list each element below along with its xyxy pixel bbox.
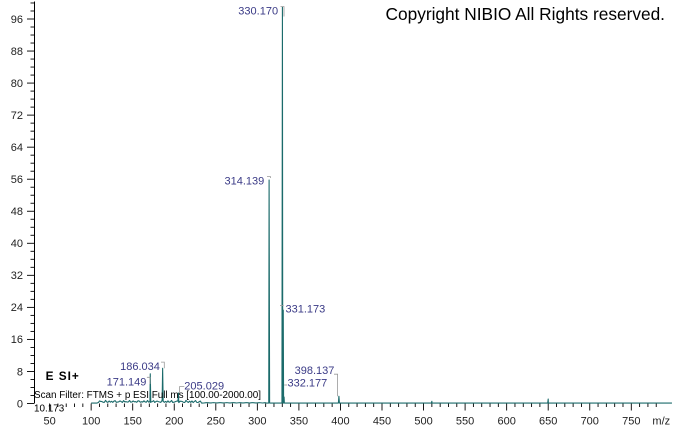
svg-text:331.173: 331.173 — [286, 304, 326, 316]
svg-text:50: 50 — [43, 416, 55, 428]
svg-text:450: 450 — [373, 416, 391, 428]
svg-text:96: 96 — [11, 14, 23, 26]
svg-text:E SI+: E SI+ — [46, 369, 80, 383]
svg-text:650: 650 — [539, 416, 557, 428]
svg-text:171.149: 171.149 — [107, 376, 147, 388]
svg-text:750: 750 — [622, 416, 640, 428]
svg-text:64: 64 — [11, 142, 23, 154]
svg-text:48: 48 — [11, 206, 23, 218]
svg-text:100: 100 — [82, 416, 100, 428]
svg-text:24: 24 — [11, 302, 23, 314]
svg-text:32: 32 — [11, 270, 23, 282]
svg-text:88: 88 — [11, 46, 23, 58]
svg-text:550: 550 — [456, 416, 474, 428]
svg-text:80: 80 — [11, 78, 23, 90]
svg-text:314.139: 314.139 — [225, 176, 265, 188]
svg-text:330.170: 330.170 — [238, 6, 278, 18]
svg-text:Scan Filter: FTMS + p ESI Full: Scan Filter: FTMS + p ESI Full ms [100.0… — [34, 390, 261, 401]
svg-text:700: 700 — [581, 416, 599, 428]
svg-text:186.034: 186.034 — [120, 361, 160, 373]
svg-text:0: 0 — [17, 398, 23, 410]
svg-text:72: 72 — [11, 110, 23, 122]
svg-text:Copyright NIBIO All Rights res: Copyright NIBIO All Rights reserved. — [386, 4, 666, 24]
svg-text:10.173: 10.173 — [34, 404, 65, 415]
svg-text:600: 600 — [497, 416, 515, 428]
svg-text:150: 150 — [124, 416, 142, 428]
svg-text:500: 500 — [414, 416, 432, 428]
svg-text:400: 400 — [331, 416, 349, 428]
svg-text:332.177: 332.177 — [288, 378, 328, 390]
svg-text:200: 200 — [165, 416, 183, 428]
svg-text:350: 350 — [290, 416, 308, 428]
svg-text:56: 56 — [11, 174, 23, 186]
svg-text:250: 250 — [207, 416, 225, 428]
svg-text:300: 300 — [248, 416, 266, 428]
svg-text:m/z: m/z — [652, 416, 670, 428]
svg-text:16: 16 — [11, 334, 23, 346]
svg-text:40: 40 — [11, 238, 23, 250]
svg-text:8: 8 — [17, 366, 23, 378]
svg-text:398.137: 398.137 — [295, 365, 335, 377]
